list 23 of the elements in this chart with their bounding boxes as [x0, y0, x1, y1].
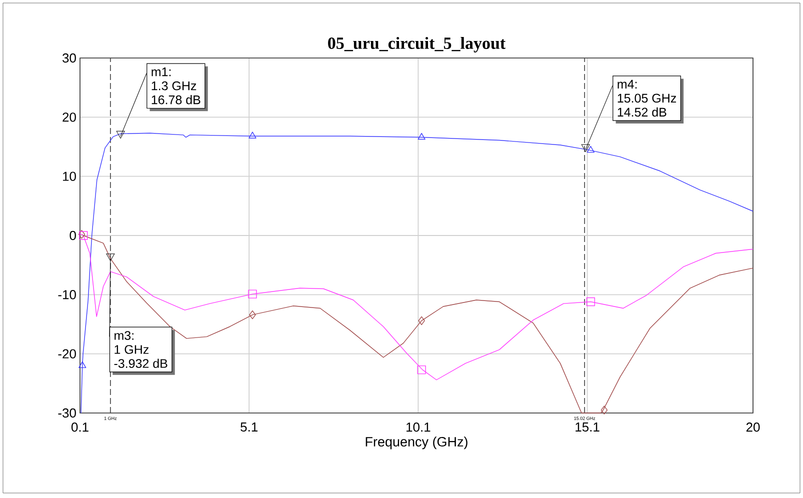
y-tick-label: 10 — [62, 172, 76, 181]
y-tick-label: -30 — [58, 408, 76, 418]
annotation: m3: — [114, 331, 134, 340]
annotation: 16.78 dB — [152, 95, 200, 104]
annotation: m1: — [152, 68, 171, 76]
y-tick-label: -10 — [58, 290, 76, 300]
y-tick-label: 30 — [62, 53, 76, 63]
y-tick-label: 0 — [70, 230, 76, 240]
y-tick-label: -20 — [58, 349, 76, 358]
annotation: 15.05 GHz — [618, 94, 676, 103]
chart-title: 05_uru_circuit_5_layout — [328, 37, 506, 52]
x-tick-label: 0.1 — [71, 422, 88, 432]
annotation: 14.52 dB — [618, 107, 666, 117]
annotation: 1 GHz — [114, 345, 149, 354]
annotation: 1.3 GHz — [152, 81, 196, 90]
y-tick-label: 20 — [62, 112, 76, 122]
x-tick-label: 20 — [746, 422, 760, 432]
x-tick-label: 10.1 — [406, 422, 430, 432]
annotation: -3.932 dB — [114, 358, 168, 368]
x-tick-label: 15.1 — [576, 422, 600, 432]
x-axis-title: Frequency (GHz) — [366, 436, 468, 450]
x-tick-label: 5.1 — [240, 422, 258, 432]
annotation: m4: — [618, 80, 637, 88]
